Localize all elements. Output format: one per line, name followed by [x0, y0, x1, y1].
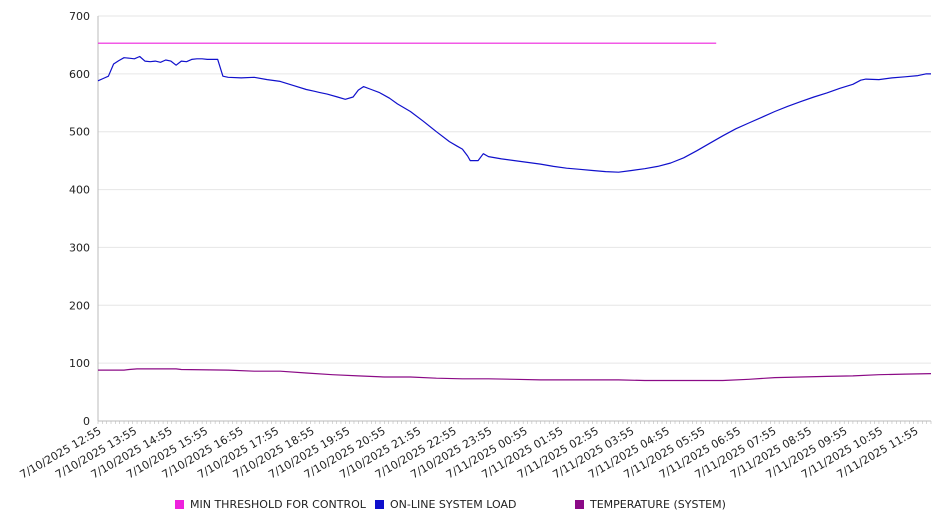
legend-label: TEMPERATURE (SYSTEM)	[590, 498, 726, 511]
y-tick-label: 500	[69, 126, 90, 139]
line-chart: 0 100 200 300 400 500 600 700 7/10/2025 12:557/…	[18, 10, 932, 481]
legend-swatch	[375, 500, 384, 509]
legend-swatch	[575, 500, 584, 509]
legend-item-system-load[interactable]: ON-LINE SYSTEM LOAD	[375, 498, 516, 511]
legend-item-temperature[interactable]: TEMPERATURE (SYSTEM)	[575, 498, 726, 511]
legend: MIN THRESHOLD FOR CONTROL ON-LINE SYSTEM…	[0, 498, 946, 514]
y-tick-label: 0	[83, 415, 90, 428]
x-axis: 7/10/2025 12:557/10/2025 13:557/10/2025 …	[18, 420, 932, 481]
y-tick-label: 200	[69, 299, 90, 312]
series-lines	[97, 42, 932, 382]
y-tick-label: 700	[69, 10, 90, 23]
y-axis: 0 100 200 300 400 500 600 700	[69, 10, 99, 428]
legend-item-min-threshold[interactable]: MIN THRESHOLD FOR CONTROL	[175, 498, 366, 511]
legend-label: ON-LINE SYSTEM LOAD	[390, 498, 517, 511]
series-system-load-line	[97, 55, 931, 173]
gridlines	[98, 15, 931, 422]
series-temperature-line	[98, 368, 932, 382]
y-tick-label: 600	[69, 68, 90, 81]
y-tick-label: 100	[69, 357, 90, 370]
y-tick-label: 400	[69, 184, 90, 197]
legend-label: MIN THRESHOLD FOR CONTROL	[190, 498, 366, 511]
legend-swatch	[175, 500, 184, 509]
y-tick-label: 300	[69, 241, 90, 254]
